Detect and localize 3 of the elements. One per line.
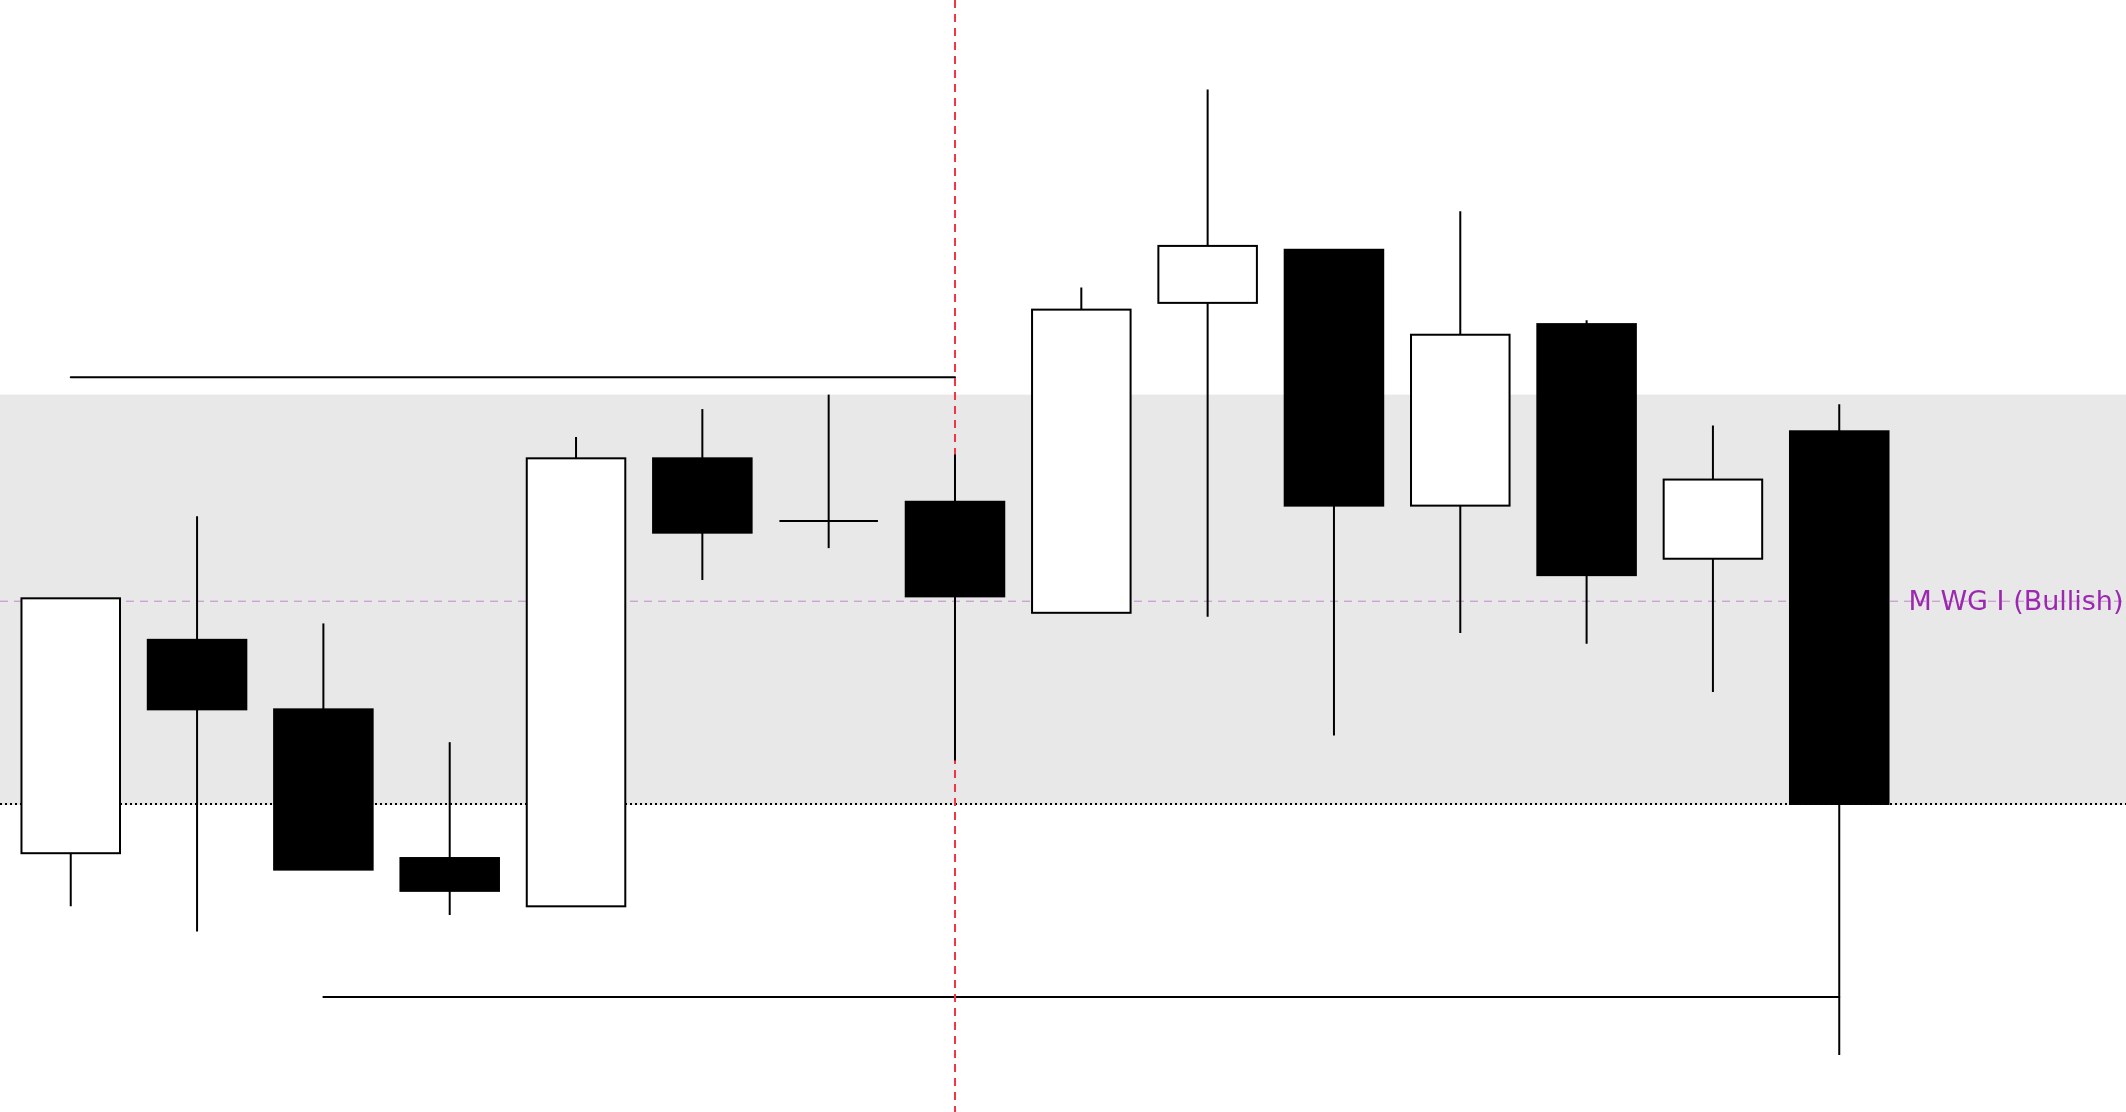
candlestick: [1157, 88, 1258, 618]
candlestick: [778, 393, 879, 550]
ref-line-label: M WG I (Bullish): [1908, 585, 2124, 617]
